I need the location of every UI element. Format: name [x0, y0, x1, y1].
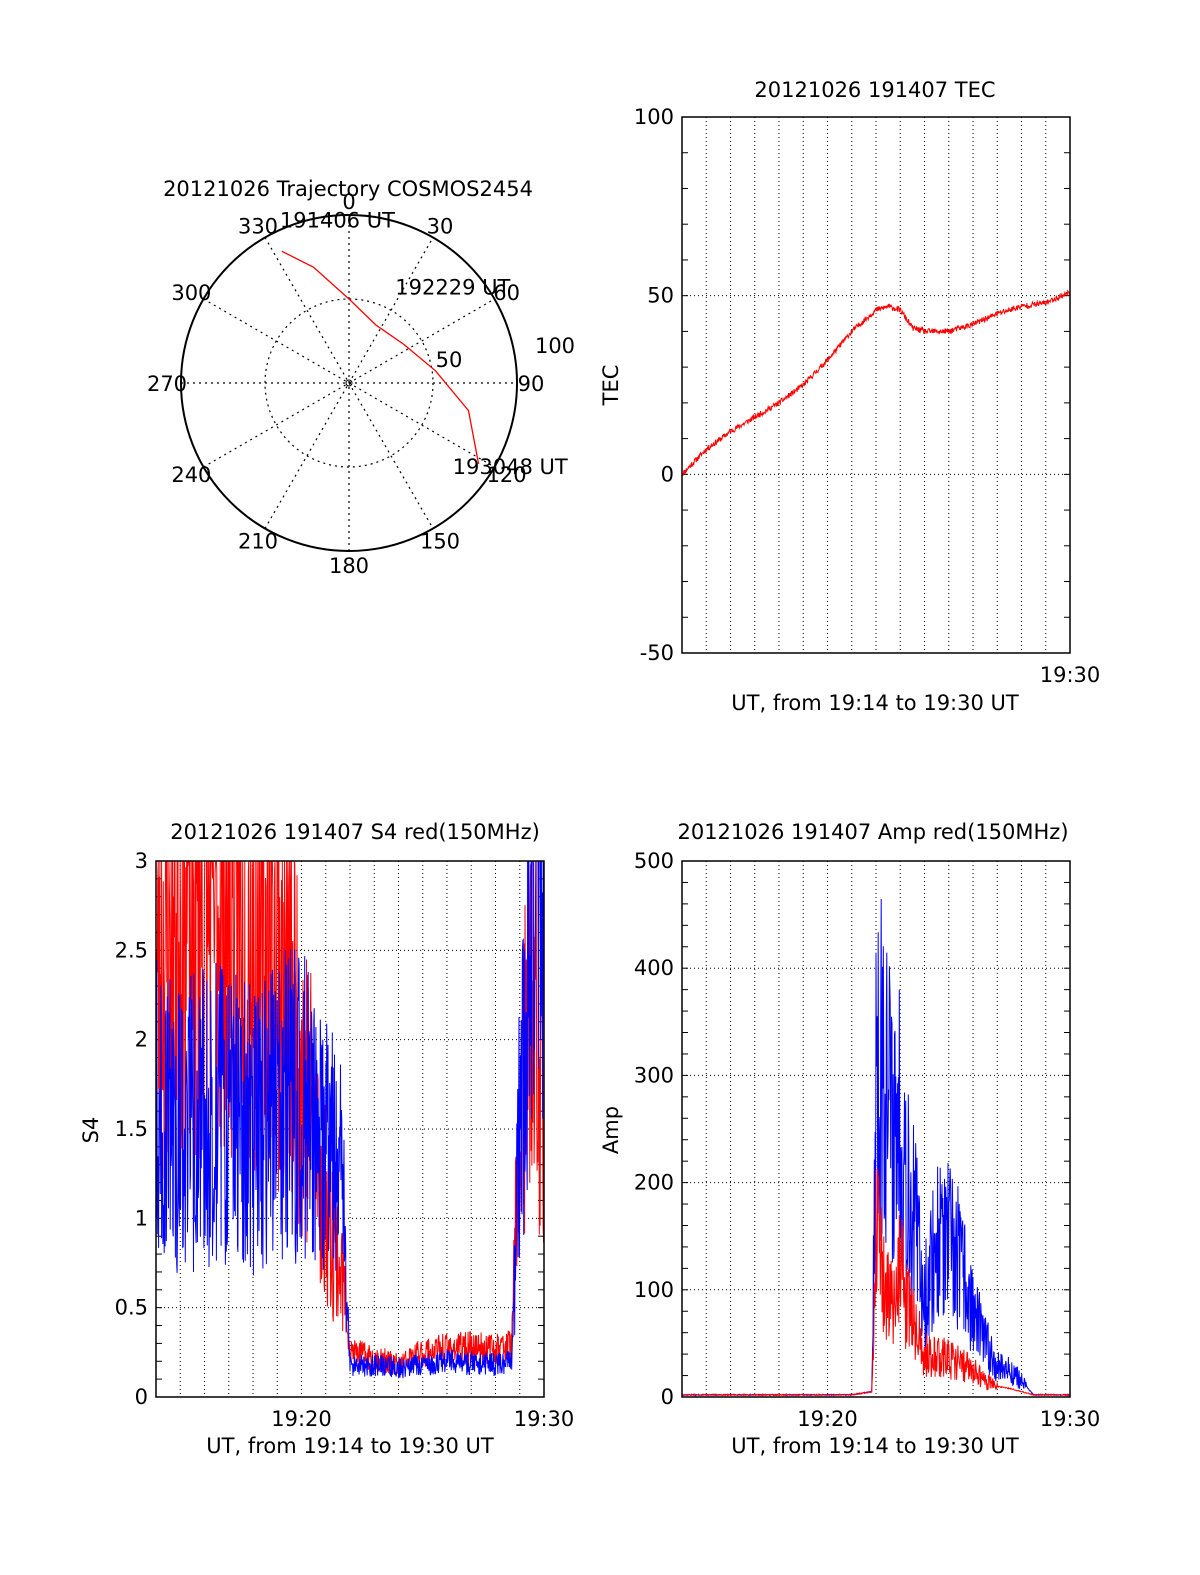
- amp-y-tick-labels: 0 100 200 300 400 500: [634, 849, 674, 1409]
- tec-series-line: [681, 289, 1071, 477]
- polar-time-annotation: 193048 UT: [453, 455, 568, 479]
- polar-annotations: 191406 UT 192229 UT 193048 UT: [280, 208, 568, 479]
- amp-y-tick-label: 0: [661, 1385, 674, 1409]
- polar-panel: 20121026 Trajectory COSMOS2454 0 30 60 90 12…: [147, 177, 575, 578]
- amp-series-line: [681, 1168, 1071, 1397]
- polar-azimuth-label: 210: [238, 530, 278, 554]
- s4-y-axis-label: S4: [79, 1117, 103, 1144]
- s4-plot-frame: [155, 860, 545, 1398]
- amp-y-tick-label: 100: [634, 1278, 674, 1302]
- polar-azimuth-label: 60: [493, 281, 520, 305]
- tec-y-tick-label: -50: [640, 641, 674, 665]
- tec-grid: [682, 116, 1070, 654]
- s4-x-tick-label: 19:20: [271, 1407, 332, 1431]
- s4-series-line: [155, 860, 544, 1379]
- polar-time-annotation: 191406 UT: [280, 208, 395, 232]
- amp-series: [681, 898, 1071, 1397]
- tec-y-tick-label: 0: [661, 462, 674, 486]
- polar-trajectory-line: [281, 250, 480, 465]
- tec-y-tick-labels: -50 0 50 100: [634, 105, 674, 665]
- amp-x-tick-label: 19:20: [797, 1407, 858, 1431]
- s4-x-tick-labels: 19:20 19:30: [271, 1407, 574, 1431]
- polar-radial-label: 50: [436, 348, 463, 372]
- amp-y-axis-label: Amp: [599, 1106, 623, 1154]
- s4-series: [155, 859, 545, 1379]
- polar-azimuth-label: 180: [329, 554, 369, 578]
- tec-y-axis-label: TEC: [599, 365, 623, 407]
- s4-x-tick-label: 19:30: [514, 1407, 575, 1431]
- polar-radial-label: 100: [535, 334, 575, 358]
- polar-azimuth-label: 90: [518, 372, 545, 396]
- polar-radial-labels: 50 100: [436, 334, 575, 372]
- amp-y-tick-label: 400: [634, 956, 674, 980]
- s4-y-tick-label: 1.5: [115, 1117, 148, 1141]
- amp-y-tick-label: 200: [634, 1171, 674, 1195]
- tec-panel: 20121026 191407 TEC -50 0 50 100 19:30 UT, …: [599, 78, 1100, 715]
- tec-y-tick-label: 100: [634, 105, 674, 129]
- amp-x-tick-labels: 19:20 19:30: [797, 1407, 1100, 1431]
- amp-x-tick-label: 19:30: [1040, 1407, 1101, 1431]
- tec-series: [681, 289, 1071, 477]
- polar-azimuth-label: 240: [171, 463, 211, 487]
- s4-y-tick-label: 3: [135, 849, 148, 873]
- s4-y-tick-label: 0.5: [115, 1296, 148, 1320]
- polar-azimuth-label: 0: [342, 190, 355, 214]
- s4-y-tick-label: 0: [135, 1385, 148, 1409]
- amp-y-tick-label: 300: [634, 1063, 674, 1087]
- polar-azimuth-label: 300: [171, 281, 211, 305]
- amp-panel: 20121026 191407 Amp red(150MHz) 0 100 200 3…: [599, 820, 1100, 1458]
- tec-plot-frame: [681, 116, 1071, 654]
- amp-y-tick-label: 500: [634, 849, 674, 873]
- s4-panel: 20121026 191407 S4 red(150MHz) 0 0.5 1 1.5 2…: [79, 820, 574, 1458]
- tec-x-tick-labels: 19:30: [1040, 663, 1101, 687]
- tec-x-tick-label: 19:30: [1040, 663, 1101, 687]
- amp-x-axis-label: UT, from 19:14 to 19:30 UT: [731, 1434, 1019, 1458]
- tec-x-axis-label: UT, from 19:14 to 19:30 UT: [731, 691, 1019, 715]
- polar-azimuth-label: 150: [420, 530, 460, 554]
- s4-x-axis-label: UT, from 19:14 to 19:30 UT: [206, 1434, 494, 1458]
- tec-y-tick-label: 50: [647, 284, 674, 308]
- polar-spoke: [264, 237, 434, 529]
- polar-time-annotation: 192229 UT: [395, 276, 510, 300]
- amp-plot-frame: [681, 860, 1071, 1398]
- polar-azimuth-label: 270: [147, 372, 187, 396]
- tec-title: 20121026 191407 TEC: [754, 78, 995, 102]
- polar-azimuth-label: 120: [487, 463, 527, 487]
- s4-title: 20121026 191407 S4 red(150MHz): [170, 820, 540, 844]
- s4-y-tick-label: 1: [135, 1206, 148, 1230]
- polar-azimuth-label: 330: [238, 214, 278, 238]
- s4-y-tick-labels: 0 0.5 1 1.5 2 2.5 3: [115, 849, 148, 1409]
- polar-trajectory: [281, 250, 480, 465]
- polar-center: [345, 379, 353, 387]
- polar-grid: [180, 214, 518, 552]
- s4-y-tick-label: 2: [135, 1028, 148, 1052]
- amp-title: 20121026 191407 Amp red(150MHz): [677, 820, 1068, 844]
- polar-title: 20121026 Trajectory COSMOS2454: [163, 177, 533, 201]
- polar-azimuth-label: 30: [427, 214, 454, 238]
- s4-y-tick-label: 2.5: [115, 938, 148, 962]
- polar-azimuth-labels: 0 30 60 90 120 150 180 210 240 270 300 330: [147, 190, 544, 578]
